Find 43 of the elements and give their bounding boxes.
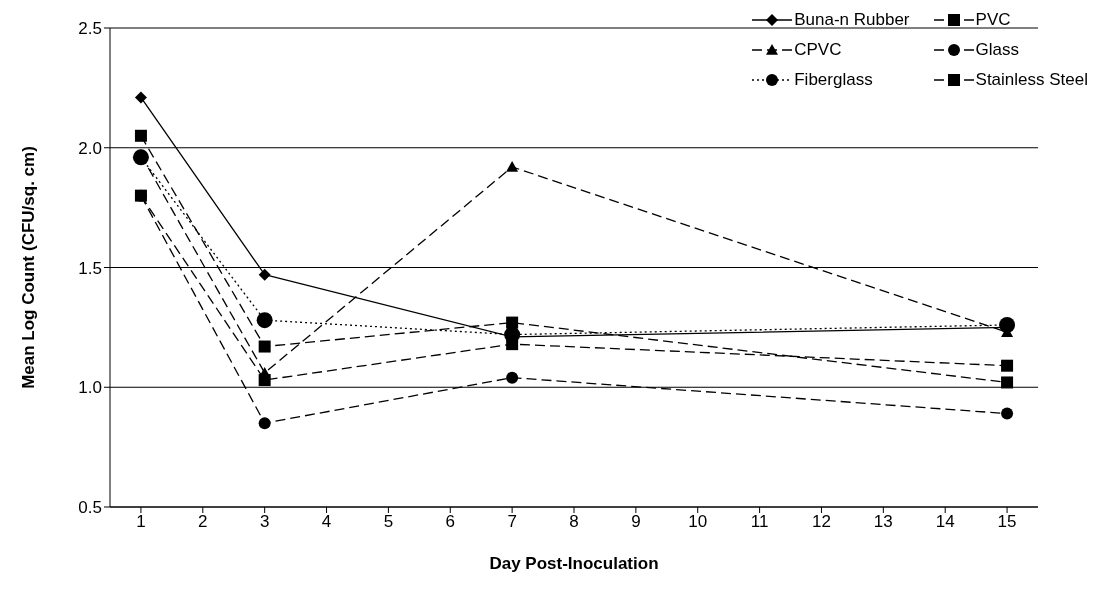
x-tick-label: 6 — [445, 512, 455, 532]
legend-label: PVC — [975, 10, 1011, 30]
x-tick-label: 8 — [569, 512, 579, 532]
x-tick-label: 12 — [812, 512, 831, 532]
legend-label: CPVC — [794, 40, 842, 60]
point — [258, 340, 271, 353]
point — [1001, 407, 1014, 420]
legend-label: Glass — [975, 40, 1020, 60]
point — [999, 316, 1016, 333]
point — [134, 91, 147, 104]
x-tick-label: 10 — [688, 512, 708, 532]
x-tick-label: 5 — [383, 512, 394, 532]
point — [134, 129, 147, 142]
x-tick-label: 4 — [321, 512, 332, 532]
point — [1001, 359, 1014, 372]
legend-label: Stainless Steel — [975, 70, 1088, 90]
x-tick-label: 2 — [198, 512, 208, 532]
x-tick-label: 14 — [935, 512, 955, 532]
point — [506, 371, 519, 384]
y-tick-label: 1.0 — [78, 378, 102, 398]
y-tick-label: 1.5 — [78, 258, 102, 278]
point — [258, 374, 271, 387]
x-tick-label: 15 — [997, 512, 1017, 532]
x-tick-label: 3 — [259, 512, 270, 532]
y-axis-title: Mean Log Count (CFU/sq. cm) — [19, 146, 39, 389]
legend-label: Fiberglass — [794, 70, 873, 90]
point — [258, 417, 271, 430]
x-tick-label: 9 — [631, 512, 641, 532]
x-tick-label: 11 — [750, 512, 769, 532]
point — [1001, 376, 1014, 389]
point — [256, 312, 273, 329]
legend-label: Buna-n Rubber — [794, 10, 910, 30]
point — [506, 338, 519, 351]
x-axis-title: Day Post-Inoculation — [489, 554, 659, 573]
point — [132, 149, 149, 166]
y-tick-label: 2.5 — [78, 19, 102, 39]
x-tick-label: 7 — [507, 512, 517, 532]
point — [258, 268, 271, 281]
y-tick-label: 2.0 — [78, 138, 102, 158]
x-tick-label: 1 — [136, 512, 146, 532]
y-tick-label: 0.5 — [78, 498, 102, 518]
x-tick-label: 13 — [873, 512, 893, 532]
point — [506, 160, 519, 172]
